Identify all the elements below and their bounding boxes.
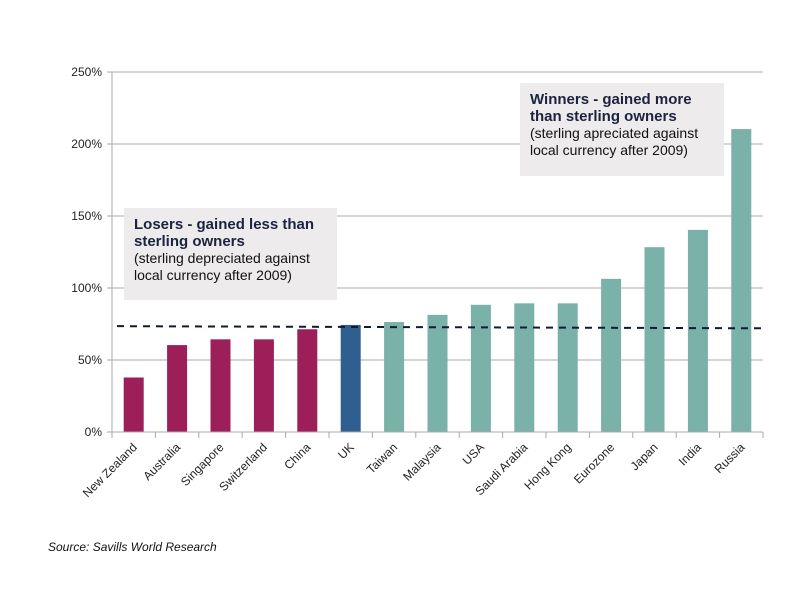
x-tick-label: UK <box>335 440 357 462</box>
bar-taiwan <box>384 322 405 433</box>
bar-uk <box>340 324 361 433</box>
reference-line <box>116 325 767 330</box>
y-tick-label: 100% <box>71 281 102 295</box>
x-tick-label: Taiwan <box>364 440 400 476</box>
bar-usa <box>470 304 491 433</box>
x-tick-label: USA <box>460 440 487 467</box>
x-tick-label: China <box>281 440 313 472</box>
y-tick-label: 250% <box>71 65 102 79</box>
bar-singapore <box>210 339 231 433</box>
winners-title: Winners - gained more than sterling owne… <box>530 91 692 125</box>
bar-hong-kong <box>557 303 578 433</box>
y-tick-label: 0% <box>85 425 103 439</box>
y-tick-label: 200% <box>71 137 102 151</box>
y-tick-label: 150% <box>71 209 102 223</box>
winners-body: (sterling apreciated against local curre… <box>530 125 699 158</box>
bar-new-zealand <box>123 377 144 433</box>
x-tick-label: India <box>676 440 705 469</box>
bar-saudi-arabia <box>514 303 535 433</box>
winners-annotation: Winners - gained more than sterling owne… <box>520 83 724 176</box>
bar-eurozone <box>601 278 622 433</box>
x-tick-label: Hong Kong <box>521 440 573 492</box>
bar-russia <box>731 129 752 433</box>
x-tick-label: Russia <box>712 440 748 476</box>
bar-switzerland <box>253 339 274 433</box>
x-tick-label: Australia <box>140 440 183 483</box>
bar-malaysia <box>427 314 448 433</box>
x-tick-label: Japan <box>628 440 661 473</box>
x-tick-label: Eurozone <box>571 440 617 486</box>
source-note: Source: Savills World Research <box>48 540 217 554</box>
losers-body: (sterling depreciated against local curr… <box>134 250 310 283</box>
losers-title: Losers - gained less than sterling owner… <box>134 216 315 250</box>
x-tick-label: Malaysia <box>400 440 444 484</box>
bar-india <box>687 229 708 433</box>
x-tick-label: New Zealand <box>80 440 140 500</box>
losers-annotation: Losers - gained less than sterling owner… <box>124 208 337 300</box>
bar-australia <box>167 345 188 433</box>
bar-china <box>297 329 318 433</box>
bar-japan <box>644 247 665 433</box>
y-tick-label: 50% <box>78 353 102 367</box>
